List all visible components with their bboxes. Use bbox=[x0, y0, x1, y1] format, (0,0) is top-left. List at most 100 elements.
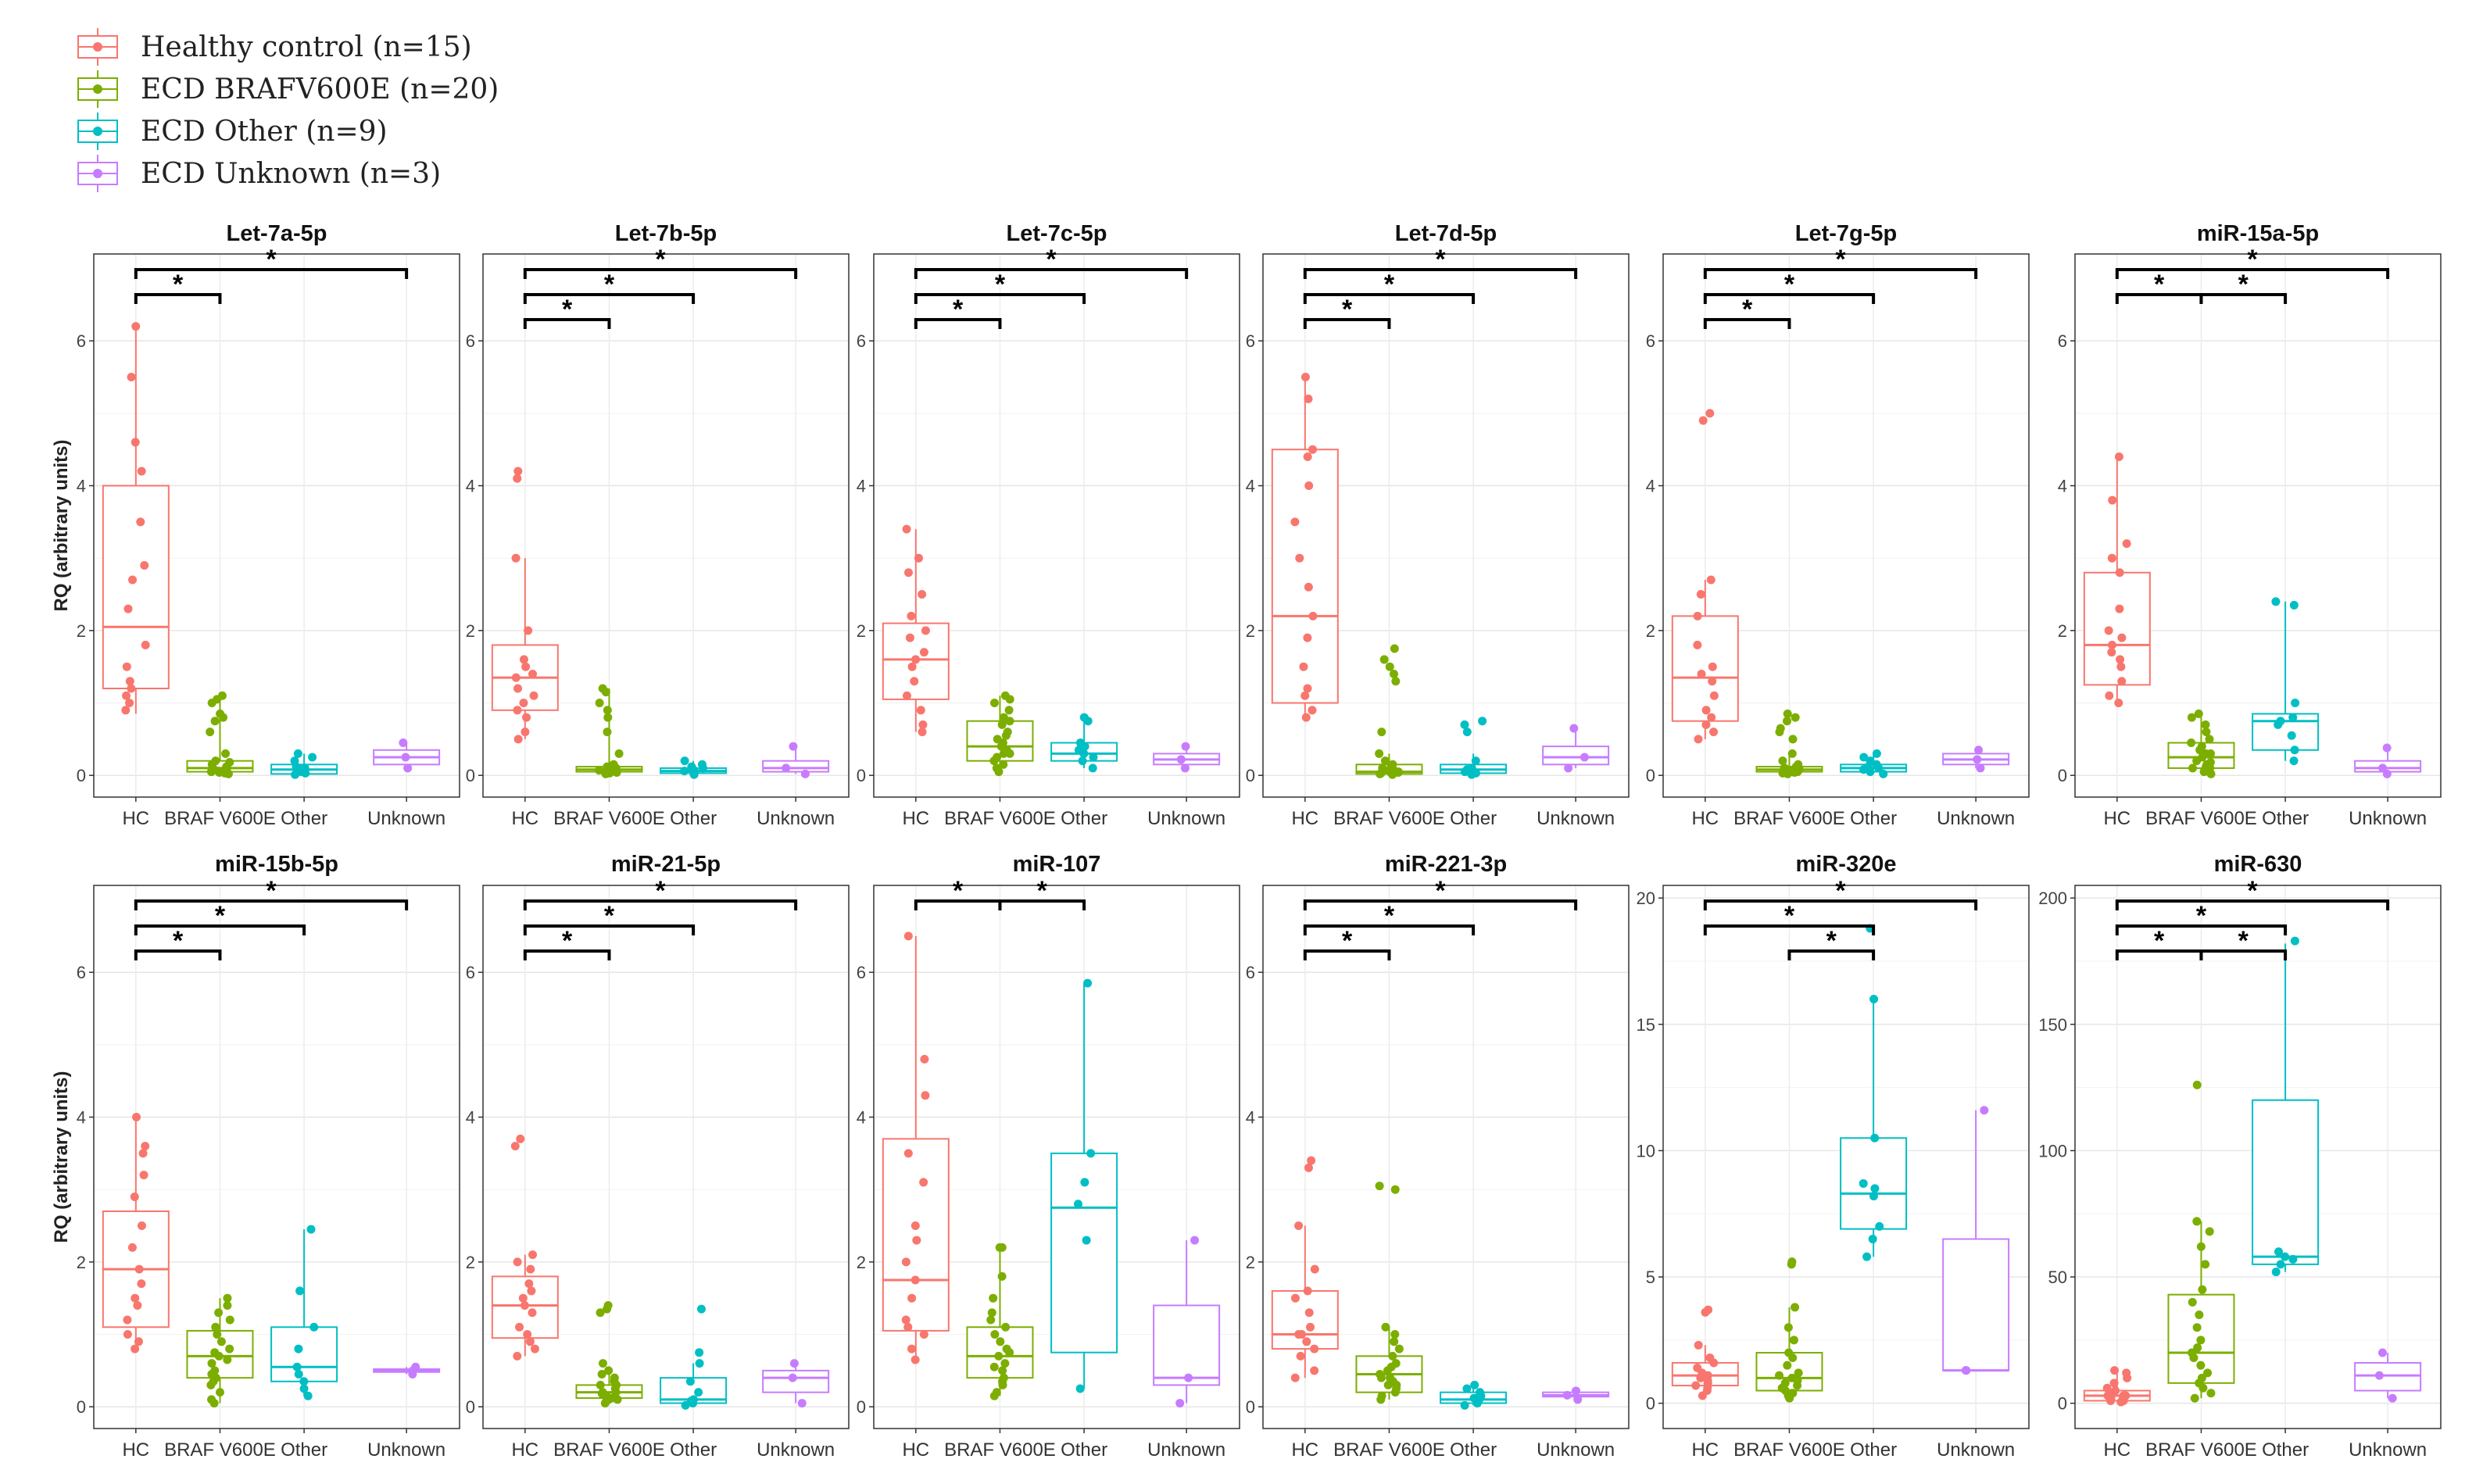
data-point bbox=[1470, 1380, 1479, 1389]
data-point bbox=[1705, 409, 1715, 418]
box-unknown bbox=[762, 1363, 830, 1404]
y-tick-label: 4 bbox=[1246, 477, 1255, 496]
data-point bbox=[2198, 1285, 2207, 1294]
panel-border bbox=[93, 253, 460, 798]
significance-bracket: * bbox=[523, 245, 798, 279]
significance-bracket: * bbox=[1703, 245, 1978, 279]
data-point bbox=[1080, 1178, 1089, 1187]
data-point bbox=[905, 633, 914, 642]
box-iqr bbox=[102, 485, 170, 689]
significance-star: * bbox=[1046, 245, 1057, 274]
box-unknown bbox=[2354, 747, 2422, 774]
data-point bbox=[697, 760, 707, 769]
legend-label: ECD Unknown (n=3) bbox=[141, 158, 441, 190]
bracket-line bbox=[1303, 899, 1578, 910]
data-point bbox=[2117, 677, 2127, 686]
y-tick-label: 6 bbox=[1646, 331, 1655, 351]
data-point bbox=[1304, 1163, 1313, 1172]
data-point bbox=[2190, 1393, 2199, 1403]
data-point bbox=[207, 1395, 216, 1404]
bracket-line bbox=[523, 899, 798, 910]
significance-bracket: * bbox=[523, 876, 798, 910]
data-point bbox=[1310, 1366, 1319, 1375]
x-category-label: Unknown bbox=[1147, 1439, 1225, 1461]
x-category-label: BRAF V600E bbox=[944, 808, 1056, 829]
data-point bbox=[1471, 756, 1480, 766]
data-point bbox=[513, 474, 522, 483]
data-point bbox=[2378, 763, 2388, 773]
significance-star: * bbox=[562, 295, 573, 324]
bracket-line bbox=[134, 924, 306, 935]
data-point bbox=[309, 1322, 319, 1332]
bracket-line bbox=[2199, 293, 2288, 304]
significance-star: * bbox=[266, 876, 277, 906]
box-iqr bbox=[1153, 1304, 1221, 1386]
bracket-line bbox=[1303, 268, 1578, 279]
data-point bbox=[2288, 713, 2298, 722]
data-point bbox=[1393, 767, 1403, 777]
significance-star: * bbox=[1742, 295, 1753, 324]
data-point bbox=[989, 699, 999, 708]
significance-star: * bbox=[173, 926, 184, 956]
significance-bracket: * bbox=[1787, 926, 1876, 960]
data-point bbox=[123, 604, 133, 613]
bracket-line bbox=[523, 293, 696, 304]
data-point bbox=[1694, 1340, 1703, 1350]
data-point bbox=[127, 684, 136, 693]
significance-bracket: * bbox=[523, 270, 696, 304]
data-point bbox=[1467, 763, 1476, 773]
y-tick-label: 0 bbox=[2058, 766, 2067, 785]
data-point bbox=[2194, 709, 2203, 718]
y-tick-label: 0 bbox=[857, 766, 866, 785]
legend-item: ECD Other (n=9) bbox=[77, 113, 388, 150]
y-tick-label: 2 bbox=[1246, 1253, 1255, 1272]
panel-border bbox=[482, 885, 850, 1429]
data-point bbox=[921, 626, 930, 635]
data-point bbox=[602, 1391, 611, 1400]
data-point bbox=[993, 735, 1002, 744]
y-tick-label: 0 bbox=[1246, 1397, 1255, 1417]
legend: Healthy control (n=15) ECD BRAFV600E (n=2… bbox=[77, 28, 499, 192]
significance-star: * bbox=[2196, 901, 2207, 931]
box-iqr bbox=[762, 760, 830, 773]
data-point bbox=[137, 1221, 146, 1231]
y-tick-label: 4 bbox=[857, 477, 866, 496]
box-unknown bbox=[1153, 1240, 1221, 1404]
box-iqr bbox=[1271, 449, 1339, 704]
x-category-label: BRAF V600E bbox=[164, 808, 276, 829]
data-point bbox=[1386, 1373, 1395, 1382]
data-point bbox=[1190, 1235, 1200, 1245]
data-point bbox=[603, 706, 612, 715]
significance-star: * bbox=[604, 901, 615, 931]
legend-key-point bbox=[93, 127, 102, 136]
significance-star: * bbox=[1826, 926, 1837, 956]
data-point bbox=[1980, 1106, 1989, 1115]
data-point bbox=[210, 1348, 220, 1357]
bracket-line bbox=[2199, 949, 2288, 960]
bracket-line bbox=[134, 293, 222, 304]
x-category-label: HC bbox=[122, 1439, 149, 1461]
data-point bbox=[1794, 760, 1803, 769]
y-tick-label: 150 bbox=[2038, 1015, 2067, 1035]
data-point bbox=[528, 1308, 537, 1318]
bracket-line bbox=[2115, 899, 2390, 910]
data-point bbox=[1295, 553, 1304, 563]
box-iqr bbox=[1840, 1137, 1908, 1230]
box-hc bbox=[1271, 1225, 1339, 1379]
x-category-label: HC bbox=[2103, 808, 2130, 829]
significance-bracket: * bbox=[2199, 270, 2288, 304]
data-point bbox=[986, 1315, 996, 1325]
data-point bbox=[1780, 763, 1790, 773]
data-point bbox=[2109, 1379, 2119, 1388]
bracket-line bbox=[1303, 949, 1391, 960]
data-point bbox=[987, 1308, 996, 1318]
significance-star: * bbox=[1342, 926, 1353, 956]
data-point bbox=[997, 1271, 1007, 1281]
bracket-line bbox=[134, 268, 409, 279]
data-point bbox=[2205, 1227, 2214, 1236]
data-point bbox=[520, 1300, 529, 1310]
data-point bbox=[524, 1279, 534, 1289]
data-point bbox=[1784, 1348, 1794, 1357]
data-point bbox=[2115, 568, 2124, 578]
y-tick-label: 100 bbox=[2038, 1141, 2067, 1160]
